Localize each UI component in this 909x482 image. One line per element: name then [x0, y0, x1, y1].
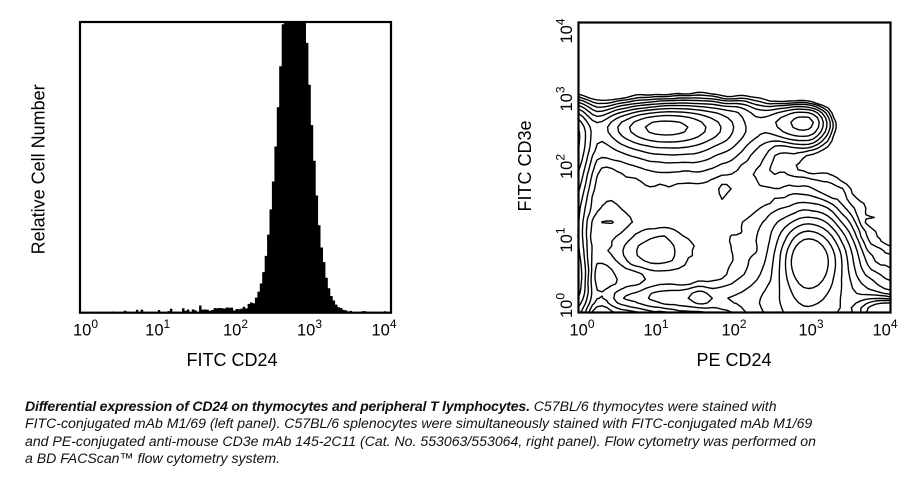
svg-text:102: 102 [223, 317, 248, 340]
svg-text:101: 101 [643, 317, 668, 340]
svg-text:100: 100 [554, 293, 577, 318]
svg-text:103: 103 [798, 317, 823, 340]
svg-text:104: 104 [371, 317, 396, 340]
svg-text:Relative Cell Number: Relative Cell Number [29, 84, 49, 254]
svg-text:102: 102 [554, 154, 577, 179]
svg-text:PE CD24: PE CD24 [696, 350, 771, 370]
svg-text:100: 100 [73, 317, 98, 340]
svg-text:104: 104 [554, 18, 577, 43]
svg-text:101: 101 [145, 317, 170, 340]
svg-text:100: 100 [569, 317, 594, 340]
svg-text:103: 103 [554, 86, 577, 111]
svg-text:102: 102 [721, 317, 746, 340]
svg-text:104: 104 [872, 317, 897, 340]
svg-text:103: 103 [297, 317, 322, 340]
svg-text:FITC CD3e: FITC CD3e [515, 120, 535, 211]
svg-text:FITC CD24: FITC CD24 [186, 350, 277, 370]
svg-text:101: 101 [554, 227, 577, 252]
